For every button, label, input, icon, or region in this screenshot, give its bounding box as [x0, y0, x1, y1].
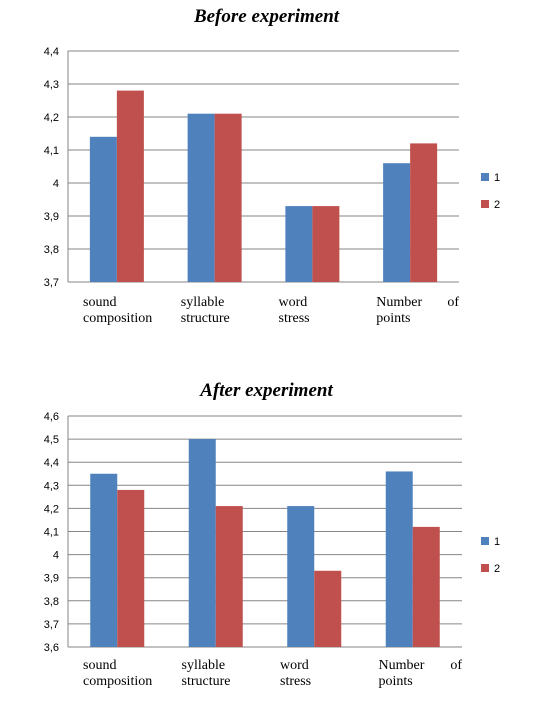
x-category-label: points [376, 311, 410, 326]
y-tick-label: 3,9 [44, 211, 59, 223]
y-tick-label: 4,2 [44, 112, 59, 124]
x-category-label: sound [83, 658, 116, 673]
legend-label: 2 [494, 199, 500, 211]
y-tick-label: 3,7 [44, 619, 59, 631]
x-category-label: Number [379, 658, 425, 673]
bar-series-1 [188, 439, 216, 647]
x-category-label: word [279, 295, 308, 310]
bar-series-1 [187, 113, 215, 282]
y-tick-label: 4 [53, 550, 59, 562]
y-tick-label: 4,4 [44, 46, 59, 58]
x-category-label: of [447, 295, 459, 310]
legend-swatch [481, 200, 489, 208]
x-category-label: sound [83, 295, 116, 310]
bar-series-2 [116, 90, 144, 282]
y-tick-label: 4,2 [44, 503, 59, 515]
bar-series-1 [383, 163, 411, 282]
bar-series-2 [314, 570, 342, 647]
x-category-label: word [280, 658, 309, 673]
bar-series-2 [412, 526, 440, 647]
legend-swatch [481, 564, 489, 572]
y-tick-label: 3,8 [44, 596, 59, 608]
legend-swatch [481, 173, 489, 181]
bar-series-2 [117, 489, 145, 647]
x-category-label: Number [376, 295, 422, 310]
bar-series-2 [215, 506, 243, 647]
bar-series-1 [285, 206, 313, 282]
y-tick-label: 3,9 [44, 573, 59, 585]
x-category-label: stress [279, 311, 310, 326]
x-category-label: structure [182, 674, 231, 689]
y-tick-label: 4,6 [44, 411, 59, 423]
x-category-label: composition [83, 674, 152, 689]
y-tick-label: 4 [53, 178, 59, 190]
y-tick-label: 4,3 [44, 79, 59, 91]
y-tick-label: 4,1 [44, 527, 59, 539]
legend-label: 1 [494, 536, 500, 548]
y-tick-label: 3,7 [44, 277, 59, 289]
legend-label: 1 [494, 172, 500, 184]
chart-before-experiment: Before experiment 3,7 3,8 3,9 4 4,1 4,2 4,3 4,4… [0, 0, 533, 340]
bar-series-1 [385, 471, 413, 647]
y-tick-label: 4,3 [44, 480, 59, 492]
y-tick-label: 4,5 [44, 434, 59, 446]
x-category-label: syllable [182, 658, 226, 673]
bar-series-2 [214, 113, 242, 282]
x-category-label: points [379, 674, 413, 689]
legend-label: 2 [494, 563, 500, 575]
bar-series-1 [89, 136, 117, 282]
bar-series-1 [90, 473, 118, 647]
y-tick-label: 3,6 [44, 642, 59, 654]
chart-after-experiment: After experiment 3,6 3,7 3,8 3,9 4 4,1 4,2 4,3 4… [0, 372, 533, 703]
chart-title: Before experiment [193, 6, 340, 27]
y-tick-label: 4,1 [44, 145, 59, 157]
bar-series-2 [410, 143, 438, 282]
x-category-label: structure [181, 311, 230, 326]
y-tick-label: 3,8 [44, 244, 59, 256]
bar-series-1 [287, 506, 315, 647]
x-category-label: stress [280, 674, 311, 689]
x-category-label: composition [83, 311, 152, 326]
legend-swatch [481, 537, 489, 545]
x-category-label: syllable [181, 295, 225, 310]
chart-title: After experiment [200, 380, 333, 401]
x-category-label: of [450, 658, 462, 673]
chart-plot: 3,6 3,7 3,8 3,9 4 4,1 4,2 4,3 4,4 4,5 4,6 soundcomp… [44, 411, 500, 689]
bar-series-2 [312, 206, 340, 282]
y-tick-label: 4,4 [44, 457, 59, 469]
